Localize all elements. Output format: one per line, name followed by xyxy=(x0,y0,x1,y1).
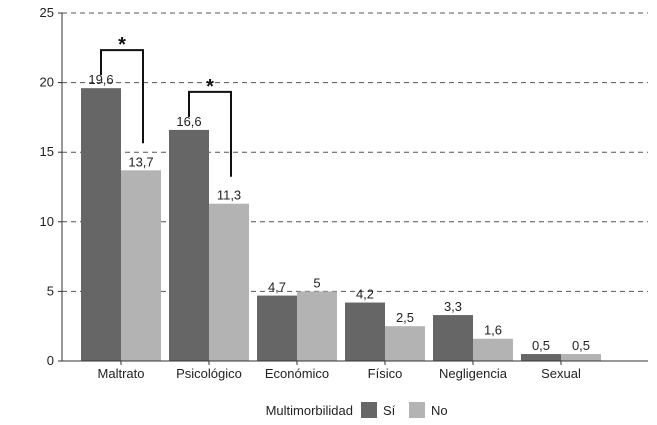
x-tick-label-Psicológico: Psicológico xyxy=(176,366,242,381)
significance-star-Maltrato: * xyxy=(118,34,126,56)
data-labels: 19,6 13,7 16,6 11,3 4,7 5 4,2 2,5 3,3 1,6 0,5 0,5 xyxy=(88,72,590,353)
gridlines xyxy=(62,12,648,292)
legend-label-No: No xyxy=(431,403,448,418)
legend-label-Sí: Sí xyxy=(383,403,396,418)
y-tick-label-0: 0 xyxy=(47,353,54,368)
data-label-Sexual-No: 0,5 xyxy=(572,338,590,353)
data-label-Físico-Sí: 4,2 xyxy=(356,287,374,302)
data-label-Maltrato-Sí: 19,6 xyxy=(88,72,113,87)
data-label-Maltrato-No: 13,7 xyxy=(128,154,153,169)
x-tick-label-Físico: Físico xyxy=(368,366,403,381)
data-label-Psicológico-Sí: 16,6 xyxy=(176,114,201,129)
bar-Económico-Sí xyxy=(257,295,297,361)
data-label-Sexual-Sí: 0,5 xyxy=(532,338,550,353)
significance-star-Psicológico: * xyxy=(206,76,214,98)
y-tick-label-15: 15 xyxy=(40,144,54,159)
y-tick-label-5: 5 xyxy=(47,283,54,298)
y-tick-label-25: 25 xyxy=(40,5,54,20)
bar-Sexual-No xyxy=(561,354,601,361)
x-tick-label-Sexual: Sexual xyxy=(541,366,581,381)
y-tick-label-10: 10 xyxy=(40,214,54,229)
data-label-Negligencia-No: 1,6 xyxy=(484,323,502,338)
data-label-Económico-Sí: 4,7 xyxy=(268,280,286,295)
bar-Negligencia-Sí xyxy=(433,315,473,361)
data-label-Negligencia-Sí: 3,3 xyxy=(444,299,462,314)
legend: Multimorbilidad Sí No xyxy=(266,402,448,418)
x-tick-label-Maltrato: Maltrato xyxy=(98,366,145,381)
bar-Físico-Sí xyxy=(345,302,385,361)
bar-Sexual-Sí xyxy=(521,354,561,361)
significance-bracket-Psicológico xyxy=(188,90,232,177)
x-tick-label-Económico: Económico xyxy=(265,366,329,381)
legend-swatch-Sí xyxy=(361,402,377,418)
significance-bracket-Maltrato xyxy=(100,49,144,144)
bar-Negligencia-No xyxy=(473,338,513,361)
data-label-Físico-No: 2,5 xyxy=(396,310,414,325)
bar-Maltrato-No xyxy=(121,170,161,361)
bar-Físico-No xyxy=(385,326,425,361)
axes: 0 5 10 15 20 25 Maltrato Psicológico Económico Fí… xyxy=(40,5,648,381)
bar-Económico-No xyxy=(297,291,337,361)
legend-title: Multimorbilidad xyxy=(266,403,353,418)
data-label-Psicológico-No: 11,3 xyxy=(217,188,241,203)
bar-Psicológico-No xyxy=(209,203,249,361)
legend-swatch-No xyxy=(409,402,425,418)
bar-Maltrato-Sí xyxy=(81,88,121,361)
bar-Psicológico-Sí xyxy=(169,129,209,361)
data-label-Económico-No: 5 xyxy=(313,275,320,290)
bars xyxy=(81,88,601,361)
y-tick-label-20: 20 xyxy=(40,75,54,90)
x-tick-label-Negligencia: Negligencia xyxy=(439,366,508,381)
significance-brackets: ** xyxy=(100,34,232,177)
